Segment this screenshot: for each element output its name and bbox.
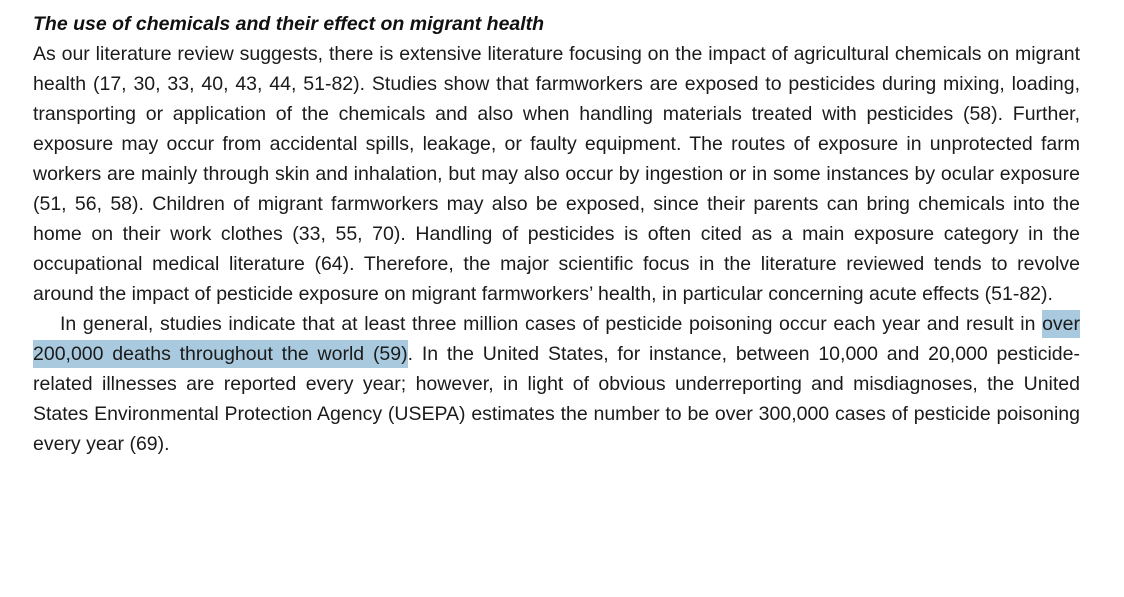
paragraph-chemicals-literature: As our literature review suggests, there… [33, 43, 1080, 305]
section-heading: The use of chemicals and their effect on… [33, 13, 545, 35]
paragraph-text-before-highlight: In general, studies indicate that at lea… [60, 313, 1043, 335]
paragraph-poisoning-statistics: In general, studies indicate that at lea… [33, 309, 1080, 459]
paragraph-text-after-highlight: . In the United States, for instance, be… [33, 343, 1080, 455]
